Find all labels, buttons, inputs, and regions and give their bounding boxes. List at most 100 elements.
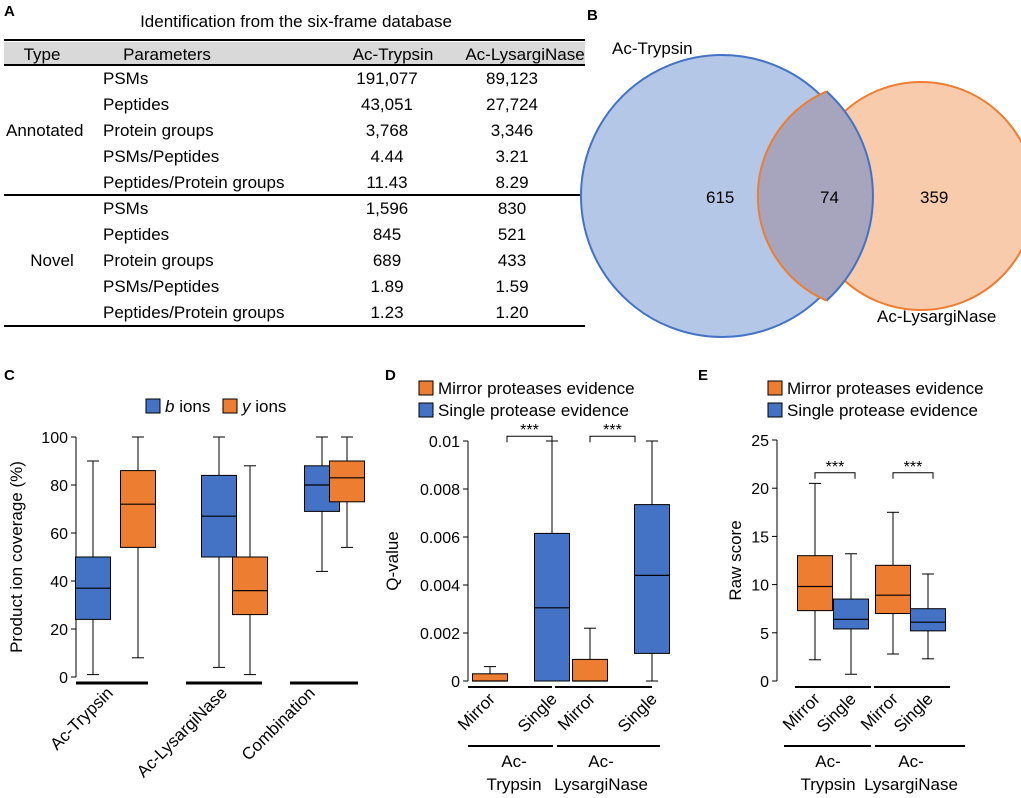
table-group-label: Annotated [6,121,84,140]
legend-swatch [418,380,434,396]
table-group-label: Novel [30,251,73,270]
legend-label: Single protease evidence [438,401,629,420]
x-sub-label: Single [890,689,937,736]
legend-label-y-ions: y ions [241,397,286,416]
panel-label-c: C [4,367,15,384]
table-cell-ac-trypsin: 1.89 [370,277,403,296]
y-tick-label: 0.002 [420,626,460,643]
panel-label-e: E [698,367,708,384]
table-cell-param: Peptides [103,95,169,114]
x-group-label-line2: Trypsin [486,775,541,794]
panel-label-a: A [4,3,15,20]
legend-label: Mirror proteases evidence [787,379,984,398]
venn-label-ac-lysarginase: Ac-LysargiNase [877,307,996,326]
table-cell-ac-trypsin: 191,077 [356,69,417,88]
chart-raw-score: 0 5 10 15 20 25 Raw score Mirror proteases evid… [726,379,984,794]
table-cell-ac-trypsin: 43,051 [361,95,413,114]
box-y-ions [232,556,268,616]
x-group-label: Ac-LysargiNase [133,683,231,781]
table-cell-param: PSMs [103,199,148,218]
panel-label-d: D [385,367,396,384]
x-sub-label: Mirror [454,689,499,734]
table-cell-ac-lysarginase: 830 [498,199,526,218]
table-cell-ac-lysarginase: 1.20 [495,303,528,322]
y-axis-label: Q-value [383,531,402,591]
box-single [634,504,670,654]
significance-label: *** [904,459,923,476]
table-header-3: Ac-LysargiNase [465,45,584,64]
significance-bracket [506,435,553,443]
y-tick-label: 0 [59,670,68,687]
box-mirror [472,673,508,682]
y-tick-label: 0.01 [429,434,460,451]
chart-q-value: 0 0.002 0.004 0.006 0.008 0.01 Q-value Mirror p… [383,379,670,794]
table-cell-ac-lysarginase: 3.21 [495,147,528,166]
legend-swatch-b-ions [145,398,161,414]
y-tick-label: 20 [50,622,68,639]
table-cell-ac-trypsin: 11.43 [366,173,407,192]
box-mirror [572,658,608,682]
box-y-ions [329,460,365,503]
y-tick-label: 80 [50,478,68,495]
venn-label-ac-trypsin: Ac-Trypsin [612,39,693,58]
box-mirror [797,555,833,612]
venn-value-lysarginase-only: 359 [920,188,948,207]
table-header-1: Parameters [123,45,211,64]
box-single [833,598,869,630]
x-sub-label: Single [514,689,561,736]
table-cell-ac-trypsin: 4.44 [370,147,403,166]
y-tick-label: 0.008 [420,482,460,499]
significance-label: *** [826,459,845,476]
x-group-label: Combination [238,683,319,764]
y-tick-label: 0 [451,674,460,691]
table-title: Identification from the six-frame databa… [140,12,452,31]
x-group-label-line2: Trypsin [800,775,855,794]
x-group-label-line1: Ac- [898,752,924,771]
table-cell-param: Peptides/Protein groups [103,173,284,192]
table-header-2: Ac-Trypsin [353,45,434,64]
table-cell-ac-lysarginase: 521 [498,225,526,244]
y-tick-label: 15 [751,529,769,546]
table-cell-ac-trypsin: 3,768 [366,121,409,140]
x-sub-label: Mirror [554,689,599,734]
table-cell-param: Protein groups [103,251,214,270]
box-single [910,608,946,632]
table-cell-ac-lysarginase: 1.59 [495,277,528,296]
x-sub-label: Single [813,689,860,736]
legend-label: Mirror proteases evidence [438,379,635,398]
significance-label: *** [603,422,622,439]
significance-bracket [892,472,934,479]
y-tick-label: 100 [41,430,68,447]
panel-label-b: B [587,7,598,24]
significance-bracket [814,472,856,479]
box-mirror [875,564,911,615]
identification-table: Identification from the six-frame databa… [4,12,585,327]
y-tick-label: 40 [50,574,68,591]
table-cell-ac-trypsin: 845 [373,225,401,244]
box-y-ions [120,470,156,548]
y-axis-label: Raw score [726,520,745,600]
table-cell-param: Peptides [103,225,169,244]
legend-swatch [767,402,783,418]
table-cell-param: PSMs/Peptides [103,147,219,166]
significance-label: *** [520,422,539,439]
venn-value-overlap: 74 [820,188,839,207]
table-cell-param: Peptides/Protein groups [103,303,284,322]
y-tick-label: 25 [751,433,769,450]
y-tick-label: 0 [760,674,769,691]
x-group-label-line2: LysargiNase [864,775,958,794]
table-cell-param: Protein groups [103,121,214,140]
x-group-label-line1: Ac- [501,752,527,771]
chart-product-ion-coverage: 0 20 40 60 80 100 Product ion coverage (%) b io… [7,397,365,781]
legend-label: Single protease evidence [787,401,978,420]
x-group-label-line1: Ac- [588,752,614,771]
legend-swatch [418,402,434,418]
x-sub-label: Single [614,689,661,736]
y-tick-label: 0.004 [420,578,460,595]
venn-value-trypsin-only: 615 [706,188,734,207]
venn-overlap-edge-blue [825,90,874,302]
table-cell-ac-lysarginase: 27,724 [486,95,538,114]
y-axis-label: Product ion coverage (%) [7,461,26,653]
significance-bracket [589,435,636,443]
